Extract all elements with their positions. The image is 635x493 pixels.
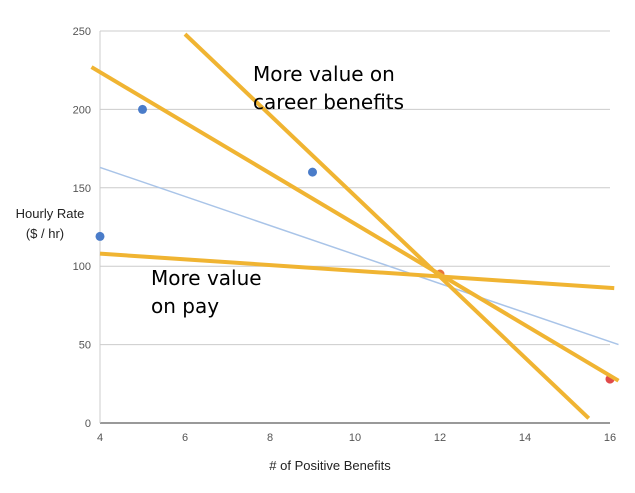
y-tick-label: 100 — [73, 261, 91, 273]
y-tick-label: 150 — [73, 183, 91, 195]
annotation-line-3 — [99, 251, 615, 291]
data-point — [138, 104, 147, 114]
x-tick-label: 10 — [349, 432, 361, 444]
y-tick-label: 0 — [85, 418, 91, 430]
x-tick-label: 14 — [519, 432, 531, 444]
y-tick-label: 50 — [79, 340, 91, 352]
annotation-career-line-2: career benefits — [253, 90, 404, 114]
x-tick-label: 12 — [434, 432, 446, 444]
annotation-layer: More value on career benefits More value… — [151, 62, 404, 318]
trendline — [99, 166, 619, 346]
annotation-line-1 — [183, 32, 591, 420]
annotation-pay-line-1: More value — [151, 266, 262, 290]
y-axis-title-line-2: ($ / hr) — [26, 226, 64, 241]
x-tick-label: 8 — [267, 432, 273, 444]
annotation-pay-line-2: on pay — [151, 294, 219, 318]
x-tick-label: 16 — [604, 432, 616, 444]
data-point — [95, 231, 105, 241]
annotation-line-2 — [90, 65, 620, 383]
y-tick-label: 200 — [73, 104, 91, 116]
x-tick-label: 6 — [182, 432, 188, 444]
label-layer: # of Positive Benefits Hourly Rate ($ / … — [16, 206, 392, 473]
x-axis-title: # of Positive Benefits — [269, 458, 391, 473]
data-point — [308, 167, 317, 177]
grid-layer — [99, 30, 610, 424]
y-tick-label: 250 — [73, 26, 91, 38]
x-tick-label: 4 — [97, 432, 103, 444]
annotation-career-line-1: More value on — [253, 62, 395, 86]
axis-layer: 0 50 100 150 200 250 4 6 8 10 12 14 16 — [73, 26, 616, 444]
series-layer — [90, 32, 620, 420]
y-axis-title-line-1: Hourly Rate — [16, 206, 85, 221]
